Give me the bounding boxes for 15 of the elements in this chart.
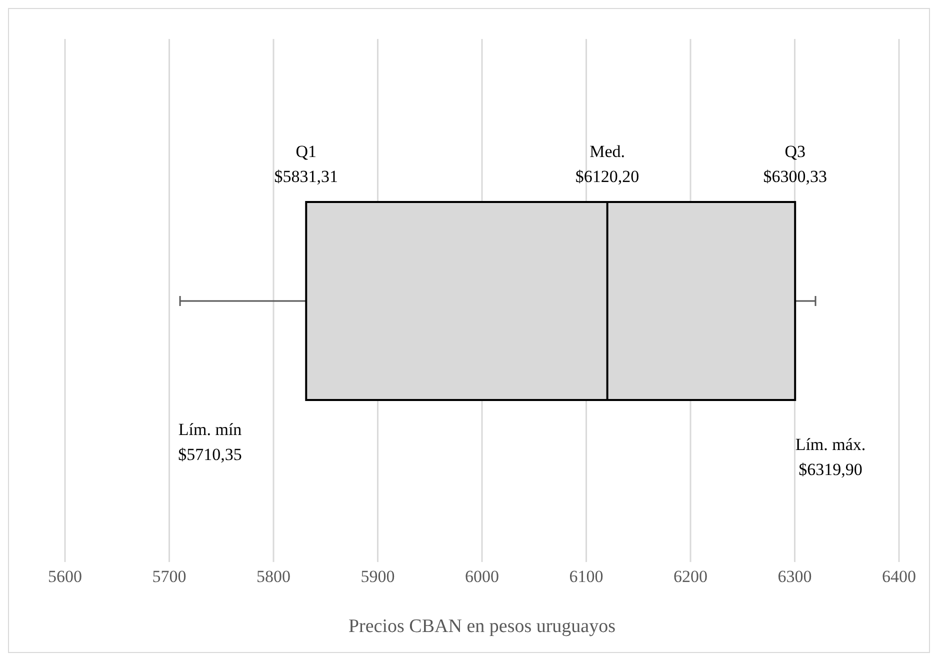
annotation: Med. $6120,20 — [575, 142, 640, 186]
x-axis-title: Precios CBAN en pesos uruguayos — [348, 616, 616, 637]
x-tick-label: 6400 — [882, 567, 916, 586]
x-tick-label: 6000 — [465, 567, 499, 586]
x-tick-label: 5700 — [152, 567, 186, 586]
annotation: Q1 $5831,31 — [274, 142, 338, 186]
x-tick-label: 5800 — [256, 567, 290, 586]
x-tick-label: 6100 — [569, 567, 604, 586]
annotation: Lím. máx. $6319,90 — [795, 435, 866, 479]
x-tick-label: 5600 — [48, 567, 82, 586]
annotation: Q3 $6300,33 — [763, 142, 827, 186]
annotation: Lím. mín $5710,35 — [178, 420, 242, 464]
x-tick-label: 6300 — [778, 567, 812, 586]
x-tick-label: 6200 — [674, 567, 708, 586]
x-tick-label: 5900 — [360, 567, 395, 586]
